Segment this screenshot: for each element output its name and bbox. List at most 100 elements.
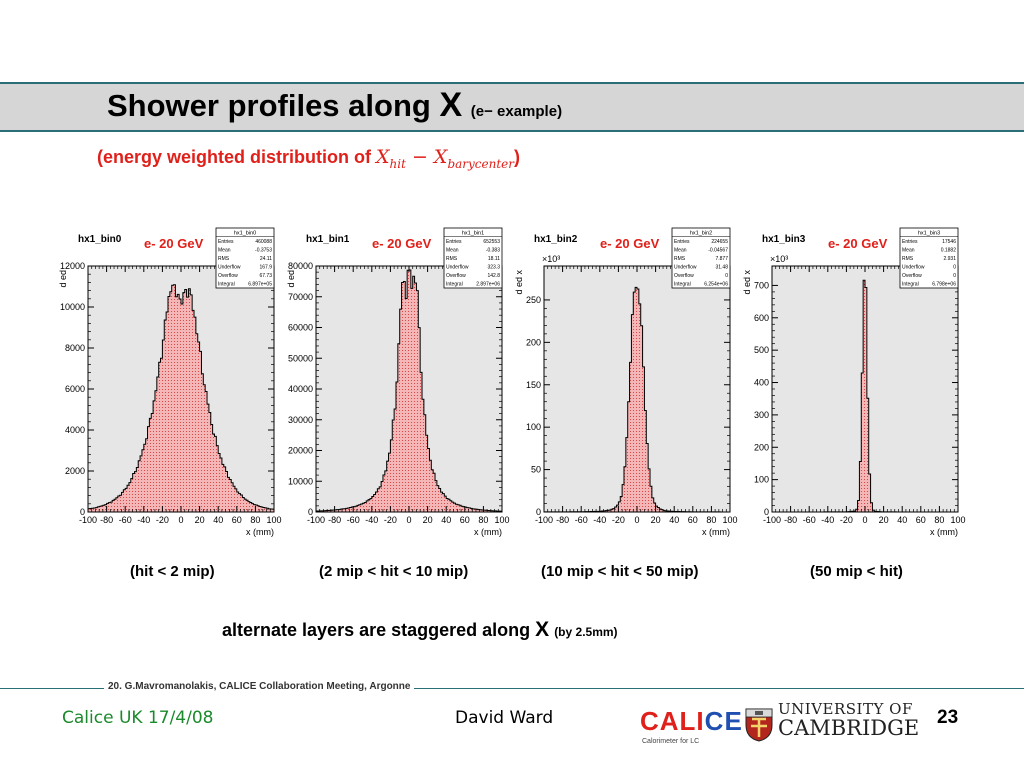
stats-row-label: Integral xyxy=(446,281,463,287)
x-tick-label: 80 xyxy=(478,515,488,525)
x-tick-label: 40 xyxy=(669,515,679,525)
stats-row-value: 7.877 xyxy=(715,256,728,262)
histogram-bars xyxy=(772,279,958,513)
x-tick-label: 60 xyxy=(232,515,242,525)
footer-rule xyxy=(0,688,1024,689)
calice-wordmark-a: CALI xyxy=(640,706,705,736)
y-tick-label: 2000 xyxy=(65,466,85,476)
stats-row-value: 0 xyxy=(953,264,956,270)
y-tick-label: 12000 xyxy=(60,261,85,271)
y-tick-label: 400 xyxy=(754,378,769,388)
x-axis-label: x (mm) xyxy=(246,527,274,537)
histogram-name: hx1_bin2 xyxy=(534,234,578,245)
energy-annotation: e- 20 GeV xyxy=(144,236,204,251)
bottom-note: alternate layers are staggered along X (… xyxy=(222,618,618,642)
stats-row-value: 6.798e+06 xyxy=(932,281,956,287)
caption-bin2: (10 mip < hit < 50 mip) xyxy=(541,563,699,580)
x-tick-label: 80 xyxy=(706,515,716,525)
stats-row-value: 67.73 xyxy=(259,273,272,279)
stats-box xyxy=(215,227,275,289)
stats-row-value: 142.8 xyxy=(487,273,500,279)
y-tick-label: 100 xyxy=(754,475,769,485)
stats-row-value: 0.1882 xyxy=(941,247,957,253)
stats-row-value: -0.04567 xyxy=(708,247,728,253)
x-tick-label: -40 xyxy=(365,515,378,525)
stats-row-value: 2.931 xyxy=(943,256,956,262)
stats-row-label: Integral xyxy=(218,281,235,287)
stats-row-label: Mean xyxy=(446,247,459,253)
y-tick-label: 0 xyxy=(80,507,85,517)
x-tick-label: 0 xyxy=(406,515,411,525)
stats-row-value: 17546 xyxy=(942,239,956,245)
formula-x-bary: X xyxy=(433,146,448,168)
bottom-note-text: alternate layers are staggered along xyxy=(222,620,531,640)
stats-row-value: 24.11 xyxy=(260,256,272,262)
histogram-panel-bin2: hx1_bin2 e- 20 GeV -100 -80 -60 -40 -20 0 20 40 60… xyxy=(514,227,738,537)
y-tick-label: 150 xyxy=(526,380,541,390)
stats-box-title: hx1_bin2 xyxy=(690,231,712,237)
x-tick-label: 0 xyxy=(178,515,183,525)
stats-row-value: -0.3753 xyxy=(255,247,272,253)
footer-event: Calice UK 17/4/08 xyxy=(62,708,214,728)
stats-row-value: 2.897e+06 xyxy=(476,281,500,287)
y-axis-label: d ed xyxy=(58,270,68,288)
x-tick-label: 20 xyxy=(423,515,433,525)
caption-bin0: (hit < 2 mip) xyxy=(130,563,215,580)
y-tick-label: 70000 xyxy=(288,292,313,302)
stats-box xyxy=(443,227,503,289)
y-axis-multiplier: ×10³ xyxy=(542,254,560,264)
x-axis-label: x (mm) xyxy=(474,527,502,537)
x-tick-label: -100 xyxy=(763,515,781,525)
stats-row-label: RMS xyxy=(674,256,686,262)
x-tick-label: 20 xyxy=(651,515,661,525)
y-tick-label: 100 xyxy=(526,422,541,432)
x-tick-label: -40 xyxy=(593,515,606,525)
y-tick-label: 30000 xyxy=(288,415,313,425)
x-tick-label: 20 xyxy=(879,515,889,525)
calice-wordmark: CALICE xyxy=(640,706,743,737)
formula-bary-sub: barycenter xyxy=(447,156,515,171)
energy-annotation: e- 20 GeV xyxy=(372,236,432,251)
bottom-note-small: (by 2.5mm) xyxy=(554,625,618,639)
stats-row-value: 652553 xyxy=(483,239,500,245)
university-wordmark: UNIVERSITY OF CAMBRIDGE xyxy=(778,700,919,740)
x-tick-label: -20 xyxy=(156,515,169,525)
x-tick-label: -80 xyxy=(328,515,341,525)
university-line1: UNIVERSITY OF xyxy=(778,700,913,718)
cambridge-crest-icon xyxy=(745,708,773,742)
x-tick-label: 60 xyxy=(688,515,698,525)
y-tick-label: 8000 xyxy=(65,343,85,353)
stats-row-label: Integral xyxy=(674,281,691,287)
stats-row-value: 0 xyxy=(953,273,956,279)
histogram-panel-bin0: hx1_bin0 e- 20 GeV -100 -80 -60 -40 -20 0 20 40 60… xyxy=(58,227,282,537)
title-x: X xyxy=(439,86,463,124)
x-tick-label: -40 xyxy=(137,515,150,525)
y-axis-label: d ed x xyxy=(742,270,752,295)
stats-row-value: 6.254e+06 xyxy=(704,281,728,287)
y-tick-label: 40000 xyxy=(288,384,313,394)
x-tick-label: 0 xyxy=(862,515,867,525)
stats-box xyxy=(671,227,731,289)
x-tick-label: -20 xyxy=(612,515,625,525)
histogram-bars xyxy=(543,286,731,513)
y-tick-label: 500 xyxy=(754,345,769,355)
y-tick-label: 10000 xyxy=(288,476,313,486)
x-tick-label: 100 xyxy=(266,515,281,525)
x-tick-label: 100 xyxy=(950,515,965,525)
subtitle-suffix: ) xyxy=(514,147,521,167)
energy-annotation: e- 20 GeV xyxy=(828,236,888,251)
x-tick-label: -80 xyxy=(784,515,797,525)
calice-logo: CALICE Calorimeter for LC xyxy=(640,706,742,750)
title-text: Shower profiles along xyxy=(107,88,431,123)
stats-row-label: Overflow xyxy=(446,273,466,279)
stats-row-value: 460088 xyxy=(255,239,272,245)
y-axis-label: d ed x xyxy=(514,270,524,295)
stats-row-label: Mean xyxy=(902,247,915,253)
histogram-panel-bin3: hx1_bin3 e- 20 GeV -100 -80 -60 -40 -20 0 20 40 60… xyxy=(742,227,966,537)
y-axis-label: d ed xyxy=(286,270,296,288)
x-tick-label: -100 xyxy=(79,515,97,525)
y-tick-label: 4000 xyxy=(65,425,85,435)
x-tick-label: -60 xyxy=(803,515,816,525)
stats-row-label: RMS xyxy=(446,256,458,262)
x-tick-label: 60 xyxy=(916,515,926,525)
